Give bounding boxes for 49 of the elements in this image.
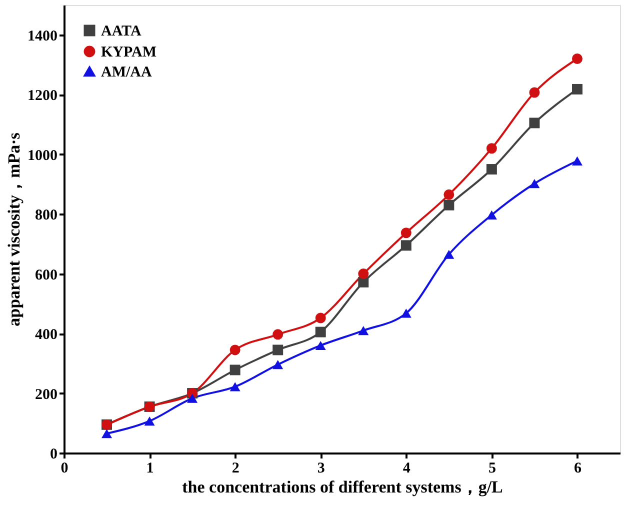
point <box>444 200 454 210</box>
point <box>272 344 284 356</box>
point <box>358 268 369 280</box>
point <box>400 240 412 251</box>
y-tick-label: 0 <box>50 446 58 462</box>
x-tick-label: 5 <box>488 460 496 476</box>
point <box>272 360 284 370</box>
point <box>230 344 240 356</box>
x-tick-label: 1 <box>146 460 154 476</box>
point <box>400 228 412 238</box>
point <box>529 179 540 188</box>
point <box>230 364 240 376</box>
legend-label: AM/AA <box>101 64 152 80</box>
point <box>486 143 497 154</box>
point <box>315 326 326 338</box>
point <box>529 87 540 98</box>
x-tick-label: 6 <box>574 460 582 476</box>
y-tick-label: 800 <box>35 208 58 224</box>
point <box>230 382 240 392</box>
x-tick-label: 4 <box>402 460 411 476</box>
point <box>144 416 155 426</box>
y-tick-label: 1400 <box>28 28 58 44</box>
y-axis-title: apparent viscosity，mPa·s <box>4 132 24 326</box>
point <box>187 394 198 403</box>
legend-label: KYPAM <box>101 44 157 60</box>
x-tick-label: 2 <box>232 460 240 476</box>
x-tick-label: 3 <box>317 460 325 476</box>
point <box>444 189 454 200</box>
y-tick-label: 400 <box>35 327 58 344</box>
y-tick-label: 600 <box>35 267 58 284</box>
x-tick-label: 0 <box>60 460 68 476</box>
point <box>444 250 454 259</box>
point <box>572 156 582 166</box>
point <box>486 164 497 175</box>
point <box>529 118 540 128</box>
point <box>400 308 412 318</box>
point <box>572 84 582 94</box>
legend-label: AATA <box>101 24 142 40</box>
y-tick-label: 1200 <box>28 88 58 104</box>
point <box>102 429 112 438</box>
point <box>272 329 284 340</box>
point <box>315 340 326 350</box>
point <box>486 210 497 220</box>
y-tick-label: 1000 <box>28 148 58 164</box>
point <box>358 326 369 336</box>
point <box>572 54 582 64</box>
point <box>315 312 326 324</box>
x-axis-title: the concentrations of different systems，g/L <box>182 478 503 496</box>
y-tick-label: 200 <box>35 386 58 403</box>
